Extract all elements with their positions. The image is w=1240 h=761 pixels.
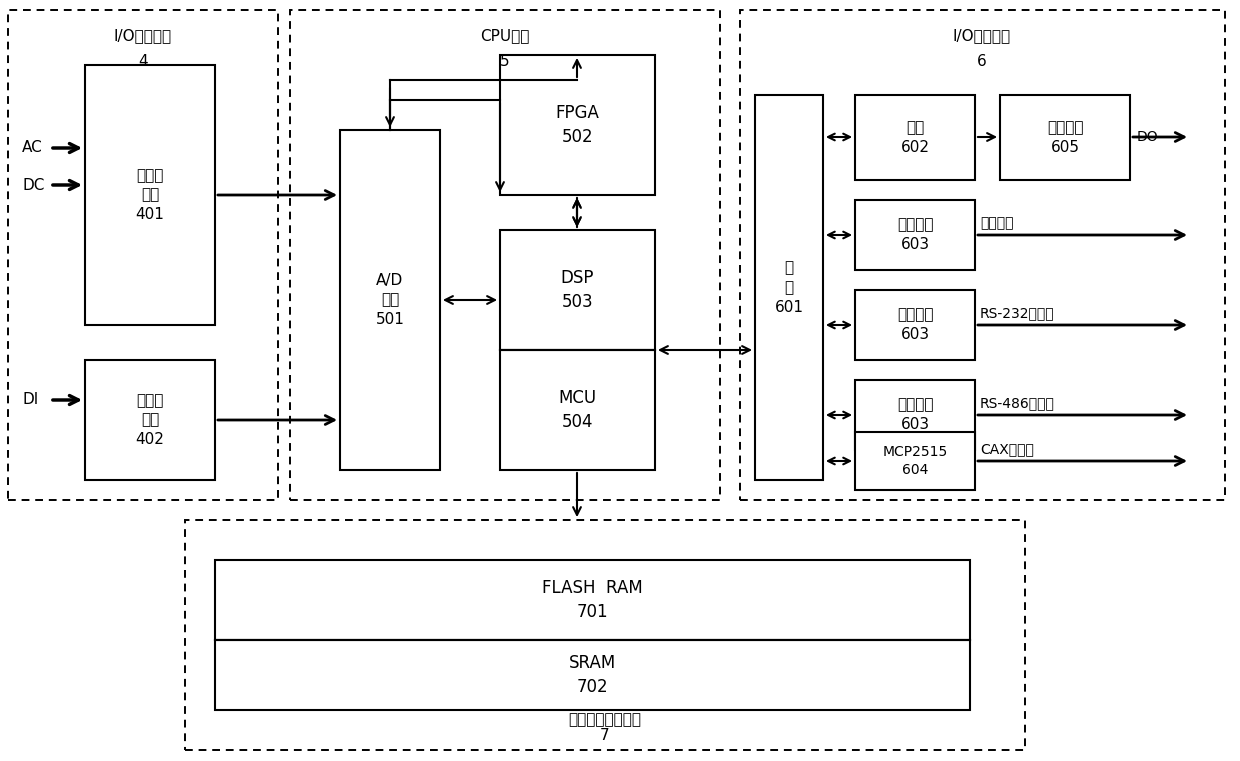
Text: 电平转换
603: 电平转换 603 xyxy=(897,307,934,342)
Text: 遥控输出
605: 遥控输出 605 xyxy=(1047,120,1084,155)
Bar xyxy=(215,640,970,710)
Text: 电平转换
603: 电平转换 603 xyxy=(897,218,934,253)
Bar xyxy=(86,65,215,325)
Bar xyxy=(856,95,975,180)
Bar xyxy=(500,230,655,350)
Text: 4: 4 xyxy=(138,55,148,69)
Text: FPGA
502: FPGA 502 xyxy=(556,104,599,146)
Bar xyxy=(7,10,278,500)
Text: 总
线
601: 总 线 601 xyxy=(775,260,804,315)
Bar xyxy=(500,55,655,195)
Text: 5: 5 xyxy=(500,55,510,69)
Bar xyxy=(340,130,440,470)
Bar xyxy=(185,520,1025,750)
Bar xyxy=(740,10,1225,500)
Text: A/D
转换
501: A/D 转换 501 xyxy=(376,272,404,327)
Bar xyxy=(86,360,215,480)
Bar xyxy=(755,95,823,480)
Text: DSP
503: DSP 503 xyxy=(560,269,594,310)
Text: 6: 6 xyxy=(977,55,987,69)
Text: DC: DC xyxy=(22,177,45,193)
Text: AC: AC xyxy=(22,141,42,155)
Bar xyxy=(856,290,975,360)
Text: 以太网口: 以太网口 xyxy=(980,216,1013,230)
Text: 电平转换
603: 电平转换 603 xyxy=(897,397,934,432)
Bar xyxy=(999,95,1130,180)
Text: 7: 7 xyxy=(600,728,610,743)
Text: 开关量
输入
402: 开关量 输入 402 xyxy=(135,393,165,447)
Bar xyxy=(856,200,975,270)
Text: I/O输入模块: I/O输入模块 xyxy=(114,28,172,43)
Text: SRAM
702: SRAM 702 xyxy=(569,654,616,696)
Text: CAX总线口: CAX总线口 xyxy=(980,442,1034,456)
Text: I/O输出模块: I/O输出模块 xyxy=(952,28,1011,43)
Text: RS-232通信口: RS-232通信口 xyxy=(980,306,1055,320)
Text: DO: DO xyxy=(1137,130,1158,144)
Text: FLASH  RAM
701: FLASH RAM 701 xyxy=(542,579,642,621)
Bar xyxy=(856,432,975,490)
Text: 模拟量
输入
401: 模拟量 输入 401 xyxy=(135,167,165,222)
Bar xyxy=(215,560,970,640)
Text: MCU
504: MCU 504 xyxy=(558,389,596,431)
Bar xyxy=(290,10,720,500)
Text: CPU模块: CPU模块 xyxy=(480,28,529,43)
Text: MCP2515
604: MCP2515 604 xyxy=(883,444,947,477)
Text: DI: DI xyxy=(22,393,38,407)
Text: RS-486通信口: RS-486通信口 xyxy=(980,396,1055,410)
Text: 接口
602: 接口 602 xyxy=(900,120,930,155)
Text: 嵌入式数据库系统: 嵌入式数据库系统 xyxy=(568,712,641,728)
Bar xyxy=(856,380,975,450)
Bar xyxy=(500,350,655,470)
